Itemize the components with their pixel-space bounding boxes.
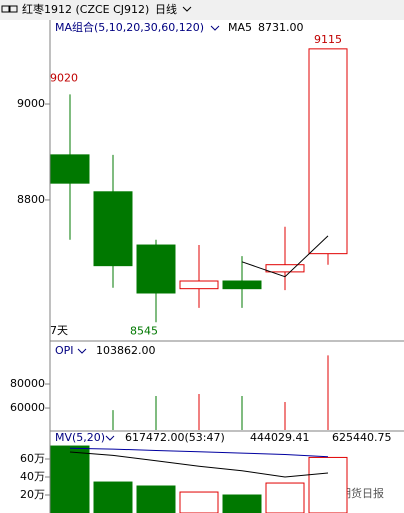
- ma-line: [69, 451, 329, 478]
- top-bar: [0, 0, 404, 20]
- high-label: 9115: [314, 33, 342, 46]
- ma-line: [69, 447, 329, 458]
- current-value: 103862.00: [96, 344, 156, 357]
- volume-bar: [222, 494, 262, 513]
- indicator-label[interactable]: MV(5,20): [55, 431, 105, 444]
- volume-bar: [136, 485, 176, 513]
- chevron: [105, 435, 115, 441]
- volume-bar: [179, 491, 219, 513]
- period-selector[interactable]: 日线: [155, 2, 177, 16]
- volume-bar: [308, 456, 348, 513]
- y-tick-label: 60000: [10, 401, 45, 414]
- candle-body: [265, 264, 305, 273]
- low-label: 8545: [130, 324, 158, 337]
- volume-bar: [265, 482, 305, 513]
- candle-body: [308, 48, 348, 255]
- volume-bar: [50, 445, 90, 513]
- chevron: [182, 6, 192, 12]
- candle-body: [179, 280, 219, 290]
- y-tick-label: 9000: [17, 97, 45, 110]
- candle-body: [222, 280, 262, 290]
- candle-body: [50, 154, 90, 184]
- current-value: 444029.41: [250, 431, 310, 444]
- current-value: 625440.75: [332, 431, 392, 444]
- candle-body: [136, 244, 176, 294]
- watermark: 期货日报: [340, 486, 384, 500]
- y-tick-label: 60万: [20, 452, 45, 465]
- y-tick-label: 8800: [17, 193, 45, 206]
- volume-bar: [93, 481, 133, 513]
- current-value: 617472.00(53:47): [125, 431, 225, 444]
- high-label: 9020: [50, 71, 78, 84]
- contract-icon: [1, 5, 18, 13]
- chevron: [210, 25, 220, 31]
- y-tick-label: 20万: [20, 488, 45, 501]
- candle-body: [93, 191, 133, 267]
- chevron: [77, 348, 87, 354]
- indicator-label[interactable]: MA组合(5,10,20,30,60,120): [55, 20, 204, 34]
- current-value: 8731.00: [258, 21, 304, 34]
- y-tick-label: 40万: [20, 470, 45, 483]
- y-tick-label: 80000: [10, 377, 45, 390]
- series-name: MA5: [228, 21, 252, 34]
- ma-line: [241, 235, 329, 278]
- contract-title[interactable]: 红枣1912 (CZCE CJ912): [22, 3, 149, 16]
- indicator-label[interactable]: OPI: [55, 344, 74, 357]
- period-label: 7天: [50, 324, 68, 337]
